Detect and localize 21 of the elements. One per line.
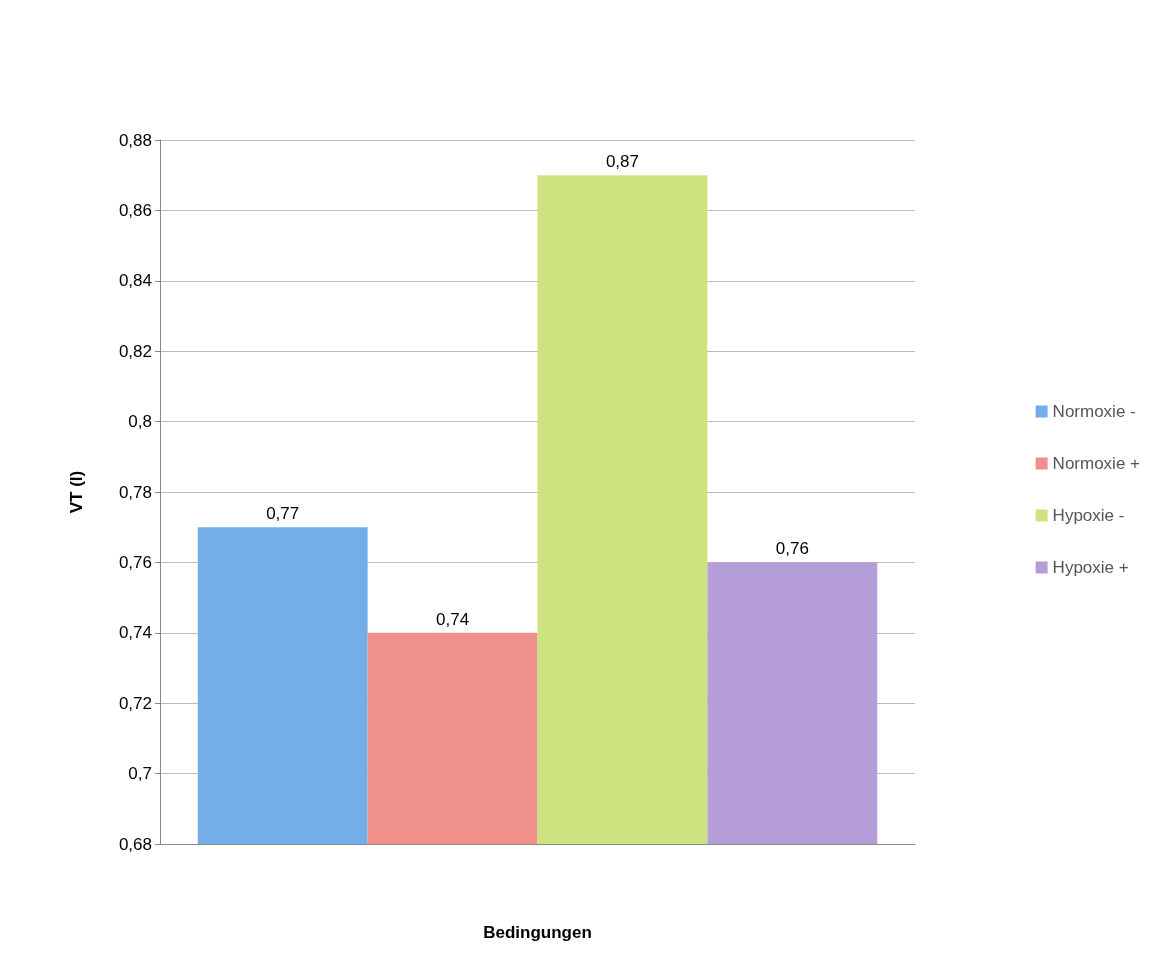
y-tick-label: 0,88 <box>118 130 152 150</box>
y-tick-label: 0,82 <box>118 341 152 361</box>
y-tick-label: 0,76 <box>118 552 152 572</box>
data-label: 0,74 <box>436 609 470 629</box>
legend-label: Hypoxie + <box>1052 558 1129 577</box>
legend-label: Normoxie - <box>1052 402 1136 421</box>
y-axis-title: VT (l) <box>67 470 86 514</box>
data-label: 0,87 <box>605 152 639 172</box>
y-tick-label: 0,78 <box>118 482 152 502</box>
data-label: 0,76 <box>775 539 809 559</box>
y-tick-label: 0,86 <box>118 200 152 220</box>
y-tick-label: 0,72 <box>118 693 152 713</box>
y-tick-label: 0,8 <box>128 412 152 432</box>
y-tick-label: 0,68 <box>118 834 152 854</box>
data-label: 0,77 <box>266 504 300 524</box>
x-axis-title: Bedingungen <box>483 923 592 942</box>
y-tick-label: 0,7 <box>128 764 152 784</box>
y-tick-label: 0,74 <box>118 623 152 643</box>
y-tick-label: 0,84 <box>118 271 152 291</box>
legend-label: Normoxie + <box>1052 454 1141 473</box>
legend-label: Hypoxie - <box>1052 506 1125 525</box>
